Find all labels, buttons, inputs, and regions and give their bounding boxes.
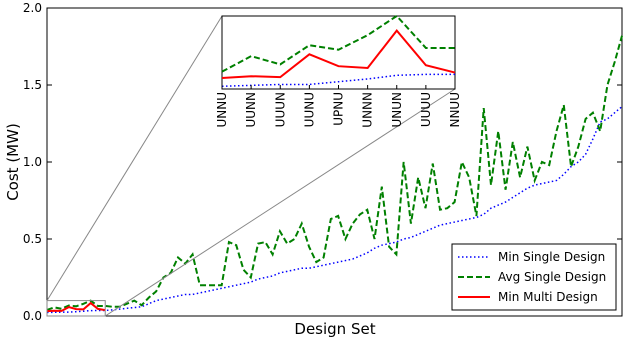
x-tick-label: UUNU xyxy=(302,92,316,127)
series-line xyxy=(221,29,456,80)
zoom-connector xyxy=(104,88,456,317)
x-tick-label: UUUU xyxy=(419,92,433,127)
x-tick-label: UNNN xyxy=(361,92,375,128)
y-tick-label: 1.5 xyxy=(23,78,42,92)
legend-label: Min Multi Design xyxy=(498,290,598,304)
series-line xyxy=(46,35,623,311)
zoom-box xyxy=(46,300,106,317)
x-axis-label: Design Set xyxy=(294,320,375,338)
series-line xyxy=(221,73,455,88)
x-tick-label: UNNU xyxy=(215,92,229,128)
y-tick-label: 0.5 xyxy=(23,232,42,246)
x-tick-label: NNUU xyxy=(448,92,462,128)
x-tick-label: UPNU xyxy=(332,92,346,126)
x-tick-label: UNUN xyxy=(390,92,404,128)
y-tick-label: 2.0 xyxy=(23,1,42,15)
zoom-connector xyxy=(46,15,223,301)
inset-frame xyxy=(221,15,456,90)
x-tick-label: UUUN xyxy=(273,92,287,127)
y-axis-label: Cost (MW) xyxy=(4,123,22,201)
legend-label: Avg Single Design xyxy=(498,270,606,284)
series-line xyxy=(46,301,106,313)
y-tick-label: 0.0 xyxy=(23,309,42,323)
legend-label: Min Single Design xyxy=(498,250,605,264)
series-line xyxy=(221,14,455,73)
x-tick-label: UUNN xyxy=(244,92,258,128)
y-tick-label: 1.0 xyxy=(23,155,42,169)
series-line xyxy=(46,105,623,314)
